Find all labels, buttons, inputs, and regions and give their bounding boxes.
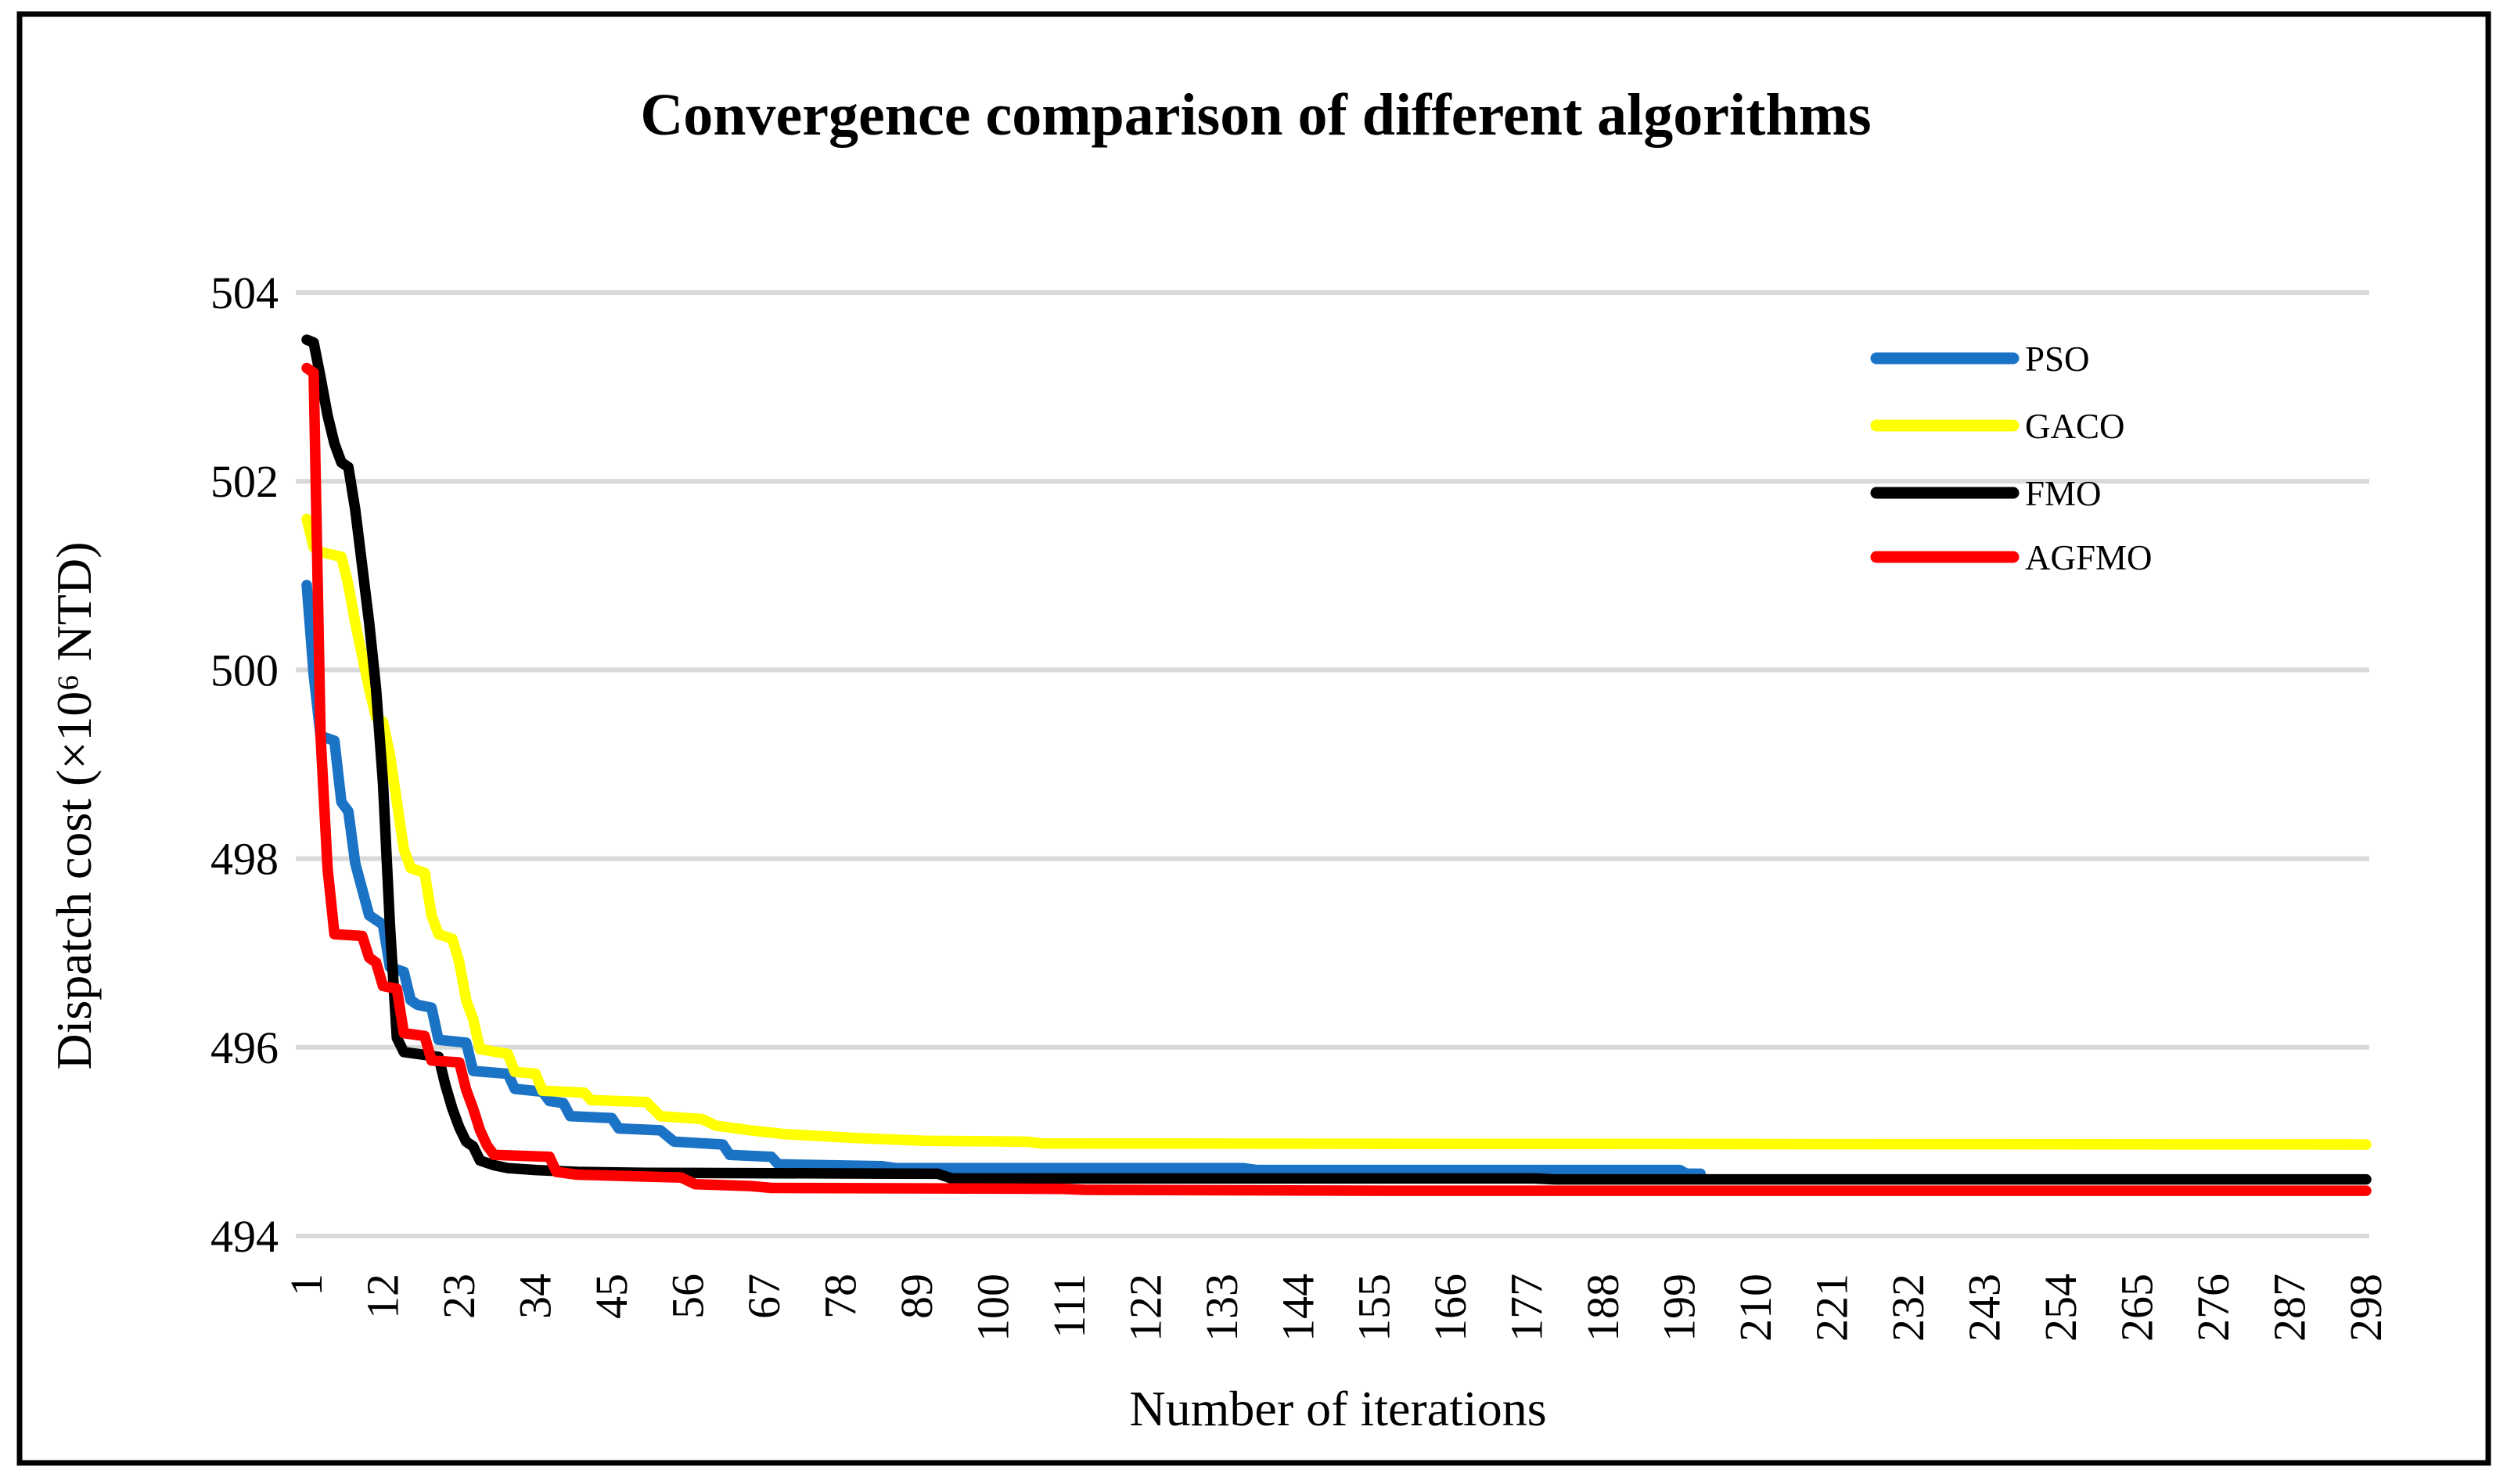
- y-tick-label: 504: [210, 268, 279, 318]
- series-line-gaco: [301, 513, 2372, 1150]
- x-tick-label: 276: [2188, 1274, 2239, 1342]
- y-tick-label: 502: [210, 456, 279, 507]
- x-axis-title: Number of iterations: [1129, 1381, 1546, 1436]
- figure-border: [16, 11, 2491, 1466]
- y-axis-title: Dispatch cost (×10⁶ NTD): [46, 541, 102, 1069]
- y-tick-label: 500: [210, 645, 279, 695]
- x-tick-label: 221: [1807, 1274, 1858, 1342]
- x-tick-label: 265: [2112, 1274, 2163, 1342]
- x-tick-label: 254: [2035, 1274, 2086, 1342]
- series-line-agfmo: [301, 362, 2372, 1196]
- x-tick-label: 144: [1272, 1274, 1323, 1342]
- x-tick-label: 45: [586, 1274, 637, 1319]
- x-tick-label: 199: [1654, 1274, 1705, 1342]
- x-tick-label: 298: [2340, 1274, 2391, 1342]
- x-tick-label: 56: [662, 1274, 713, 1319]
- x-tick-label: 122: [1120, 1274, 1171, 1342]
- y-tick-label: 498: [210, 834, 279, 885]
- x-tick-label: 111: [1044, 1274, 1095, 1338]
- legend-item-pso: PSO: [1870, 340, 2090, 379]
- x-tick-label: 1: [281, 1274, 332, 1296]
- x-tick-label: 210: [1730, 1274, 1781, 1342]
- legend-item-fmo: FMO: [1870, 474, 2102, 513]
- x-tick-label: 67: [739, 1274, 790, 1319]
- legend-item-gaco: GACO: [1870, 407, 2125, 446]
- series-line-fmo: [301, 334, 2372, 1185]
- x-tick-label: 155: [1349, 1274, 1400, 1342]
- x-tick-label: 166: [1425, 1274, 1476, 1342]
- series-line-pso: [301, 580, 1707, 1180]
- x-tick-label: 287: [2264, 1274, 2315, 1342]
- legend-label-pso: PSO: [2025, 340, 2090, 379]
- x-tick-label: 243: [1959, 1274, 2010, 1342]
- x-tick-label: 177: [1502, 1274, 1552, 1342]
- x-tick-label: 23: [433, 1274, 484, 1319]
- x-tick-label: 34: [509, 1274, 560, 1319]
- x-tick-label: 188: [1577, 1274, 1628, 1342]
- y-tick-label: 494: [210, 1211, 279, 1262]
- legend-label-gaco: GACO: [2025, 407, 2125, 446]
- series-lines: [301, 334, 2372, 1196]
- y-tick-label: 496: [210, 1022, 279, 1073]
- x-tick-label: 89: [891, 1274, 942, 1319]
- legend: PSO GACO FMO AGFMO: [1870, 340, 2153, 577]
- legend-label-agfmo: AGFMO: [2025, 538, 2153, 577]
- x-axis-tick-labels: 1 12 23 34 45 56 67 78 89 100 111 122 133 144 155 166 17…: [281, 1274, 2391, 1342]
- x-tick-label: 100: [967, 1274, 1018, 1342]
- x-tick-label: 133: [1196, 1274, 1247, 1342]
- x-tick-label: 12: [357, 1274, 408, 1319]
- y-axis-tick-labels: 494 496 498 500 502 504: [210, 268, 279, 1262]
- chart-title: Convergence comparison of different algo…: [640, 82, 1871, 148]
- gridlines: [296, 290, 2369, 1238]
- legend-item-agfmo: AGFMO: [1870, 538, 2153, 577]
- legend-label-fmo: FMO: [2025, 474, 2102, 513]
- x-tick-label: 78: [815, 1274, 865, 1319]
- x-tick-label: 232: [1883, 1274, 1933, 1342]
